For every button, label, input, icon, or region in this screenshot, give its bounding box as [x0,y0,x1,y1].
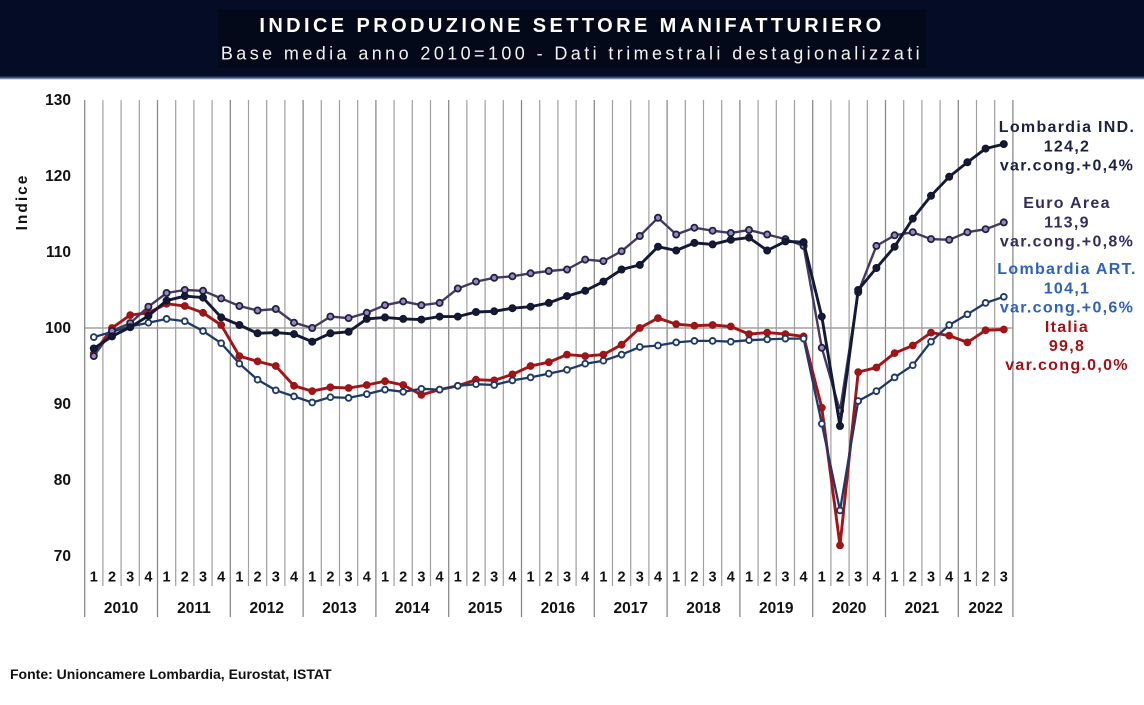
svg-text:2: 2 [618,570,626,586]
svg-text:var.cong.0,0%: var.cong.0,0% [1005,357,1129,374]
svg-text:Indice: Indice [14,174,31,231]
svg-text:4: 4 [872,570,880,586]
svg-text:var.cong.+0,6%: var.cong.+0,6% [1000,299,1134,316]
svg-text:Euro Area: Euro Area [1023,195,1111,212]
svg-text:3: 3 [126,570,134,586]
svg-text:2018: 2018 [686,600,721,617]
svg-text:4: 4 [290,570,298,586]
svg-text:4: 4 [508,570,516,586]
svg-text:1: 1 [745,570,753,586]
svg-text:2013: 2013 [322,600,357,617]
svg-text:3: 3 [927,570,935,586]
svg-text:2016: 2016 [541,600,576,617]
svg-text:2: 2 [326,570,334,586]
svg-text:1: 1 [818,570,826,586]
svg-text:4: 4 [144,570,152,586]
svg-text:var.cong.+0,4%: var.cong.+0,4% [1000,157,1134,174]
svg-text:4: 4 [945,570,953,586]
svg-text:Lombardia ART.: Lombardia ART. [997,261,1136,278]
svg-text:4: 4 [581,570,589,586]
svg-text:2015: 2015 [468,600,503,617]
svg-text:2: 2 [108,570,116,586]
svg-text:2: 2 [763,570,771,586]
svg-text:3: 3 [563,570,571,586]
svg-text:2014: 2014 [395,600,430,617]
svg-text:90: 90 [54,396,71,413]
svg-text:2: 2 [399,570,407,586]
svg-text:3: 3 [1000,570,1008,586]
svg-text:2: 2 [472,570,480,586]
svg-text:3: 3 [199,570,207,586]
svg-text:2: 2 [909,570,917,586]
svg-text:2011: 2011 [177,600,211,617]
svg-text:124,2: 124,2 [1044,139,1091,156]
svg-text:2021: 2021 [905,600,940,617]
svg-text:4: 4 [363,570,371,586]
svg-text:Italia: Italia [1045,319,1089,336]
svg-text:4: 4 [800,570,808,586]
svg-text:2: 2 [690,570,698,586]
svg-text:2010: 2010 [104,600,138,617]
svg-text:Base media anno 2010=100 - Dat: Base media anno 2010=100 - Dati trimestr… [221,44,923,64]
svg-text:1: 1 [891,570,899,586]
svg-text:3: 3 [345,570,353,586]
svg-text:3: 3 [272,570,280,586]
svg-text:2019: 2019 [759,600,794,617]
svg-text:2020: 2020 [832,600,866,617]
svg-text:2022: 2022 [968,600,1002,617]
svg-text:4: 4 [436,570,444,586]
svg-text:1: 1 [963,570,971,586]
svg-text:1: 1 [672,570,680,586]
svg-text:4: 4 [217,570,225,586]
svg-text:2: 2 [254,570,262,586]
svg-text:99,8: 99,8 [1049,338,1085,355]
svg-text:80: 80 [54,472,71,489]
svg-text:Lombardia IND.: Lombardia IND. [999,119,1135,136]
svg-text:110: 110 [46,244,71,261]
svg-text:Fonte: Unioncamere Lombardia,: Fonte: Unioncamere Lombardia, Eurostat, … [10,666,332,682]
svg-text:113,9: 113,9 [1044,215,1090,232]
svg-text:3: 3 [490,570,498,586]
svg-text:70: 70 [54,548,71,565]
svg-text:2: 2 [836,570,844,586]
svg-text:2: 2 [181,570,189,586]
svg-text:4: 4 [654,570,662,586]
svg-text:1: 1 [90,570,98,586]
svg-text:3: 3 [854,570,862,586]
svg-text:2: 2 [545,570,553,586]
svg-text:2017: 2017 [613,600,647,617]
svg-text:3: 3 [417,570,425,586]
svg-text:100: 100 [45,320,71,337]
svg-text:1: 1 [163,570,171,586]
svg-text:1: 1 [599,570,607,586]
svg-text:INDICE PRODUZIONE SETTORE MANI: INDICE PRODUZIONE SETTORE MANIFATTURIERO [259,15,884,37]
svg-text:2: 2 [982,570,990,586]
svg-text:1: 1 [527,570,535,586]
svg-text:1: 1 [454,570,462,586]
svg-text:130: 130 [45,92,71,109]
svg-text:1: 1 [235,570,243,586]
svg-text:3: 3 [709,570,717,586]
svg-text:104,1: 104,1 [1044,281,1091,298]
svg-text:var.cong.+0,8%: var.cong.+0,8% [1000,233,1134,250]
svg-text:1: 1 [381,570,389,586]
svg-text:2012: 2012 [249,600,283,617]
svg-text:3: 3 [781,570,789,586]
svg-text:1: 1 [308,570,316,586]
svg-text:120: 120 [45,168,71,185]
svg-text:3: 3 [636,570,644,586]
svg-text:4: 4 [727,570,735,586]
